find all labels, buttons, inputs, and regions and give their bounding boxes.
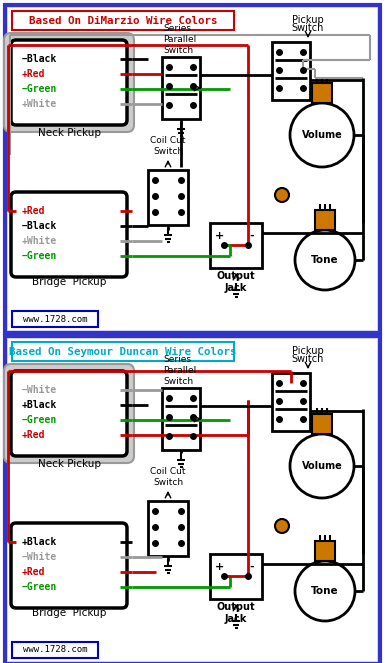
Text: +Black: +Black xyxy=(22,400,57,410)
Text: Based On Seymour Duncan Wire Colors: Based On Seymour Duncan Wire Colors xyxy=(9,347,237,357)
Bar xyxy=(12,342,234,361)
Text: −White: −White xyxy=(22,385,57,395)
Bar xyxy=(210,554,262,599)
Circle shape xyxy=(290,103,354,167)
Bar xyxy=(5,5,380,333)
Circle shape xyxy=(290,434,354,498)
Bar xyxy=(8,8,377,330)
Circle shape xyxy=(295,561,355,621)
Text: +Red: +Red xyxy=(22,567,45,577)
Text: −Green: −Green xyxy=(22,84,57,94)
Bar xyxy=(312,83,332,103)
Bar xyxy=(210,223,262,268)
Bar xyxy=(148,501,188,556)
Text: Neck Pickup: Neck Pickup xyxy=(37,459,100,469)
Text: www.1728.com: www.1728.com xyxy=(23,646,87,654)
Text: −Green: −Green xyxy=(22,415,57,425)
Bar xyxy=(272,42,310,100)
Text: −Green: −Green xyxy=(22,582,57,592)
Bar xyxy=(315,210,335,230)
Text: Series
Parallel
Switch: Series Parallel Switch xyxy=(163,24,196,55)
Text: Series
Parallel
Switch: Series Parallel Switch xyxy=(163,355,196,386)
Text: Output
Jack: Output Jack xyxy=(217,602,255,624)
Text: +Red: +Red xyxy=(22,69,45,79)
Text: Coil Cut
Switch: Coil Cut Switch xyxy=(150,467,186,487)
Bar xyxy=(162,57,200,119)
Text: www.1728.com: www.1728.com xyxy=(23,314,87,324)
Text: Tone: Tone xyxy=(311,255,339,265)
FancyBboxPatch shape xyxy=(11,371,127,456)
Text: Pickup: Pickup xyxy=(292,15,324,25)
FancyBboxPatch shape xyxy=(11,40,127,125)
Text: -: - xyxy=(250,562,254,572)
Bar xyxy=(272,373,310,431)
Text: +: + xyxy=(215,231,224,241)
Text: +Black: +Black xyxy=(22,537,57,547)
Text: +White: +White xyxy=(22,99,57,109)
Text: +Red: +Red xyxy=(22,206,45,216)
Text: +: + xyxy=(215,562,224,572)
Text: Bridge  Pickup: Bridge Pickup xyxy=(32,608,106,618)
Bar xyxy=(5,336,380,663)
FancyBboxPatch shape xyxy=(11,523,127,608)
Text: Volume: Volume xyxy=(301,130,342,140)
Text: Volume: Volume xyxy=(301,461,342,471)
Circle shape xyxy=(275,519,289,533)
Bar xyxy=(12,642,98,658)
Text: −White: −White xyxy=(22,552,57,562)
Text: Neck Pickup: Neck Pickup xyxy=(37,128,100,138)
Bar xyxy=(148,170,188,225)
Text: −Green: −Green xyxy=(22,251,57,261)
FancyBboxPatch shape xyxy=(4,364,134,463)
Text: Tone: Tone xyxy=(311,586,339,596)
Text: +Red: +Red xyxy=(22,430,45,440)
Bar xyxy=(312,414,332,434)
Text: Output
Jack: Output Jack xyxy=(217,271,255,292)
Bar xyxy=(315,541,335,561)
Text: Switch: Switch xyxy=(292,23,324,33)
Bar xyxy=(8,339,377,661)
Text: −Black: −Black xyxy=(22,54,57,64)
Circle shape xyxy=(275,188,289,202)
Text: Coil Cut
Switch: Coil Cut Switch xyxy=(150,136,186,156)
Bar xyxy=(12,311,98,327)
Bar xyxy=(12,11,234,30)
Text: Switch: Switch xyxy=(292,354,324,364)
Text: -: - xyxy=(250,231,254,241)
Text: −Black: −Black xyxy=(22,221,57,231)
Text: +White: +White xyxy=(22,236,57,246)
Text: Pickup: Pickup xyxy=(292,346,324,356)
FancyBboxPatch shape xyxy=(4,33,134,132)
Text: Bridge  Pickup: Bridge Pickup xyxy=(32,277,106,287)
FancyBboxPatch shape xyxy=(11,192,127,277)
Text: Based On DiMarzio Wire Colors: Based On DiMarzio Wire Colors xyxy=(29,15,217,25)
Bar xyxy=(162,388,200,450)
Circle shape xyxy=(295,230,355,290)
